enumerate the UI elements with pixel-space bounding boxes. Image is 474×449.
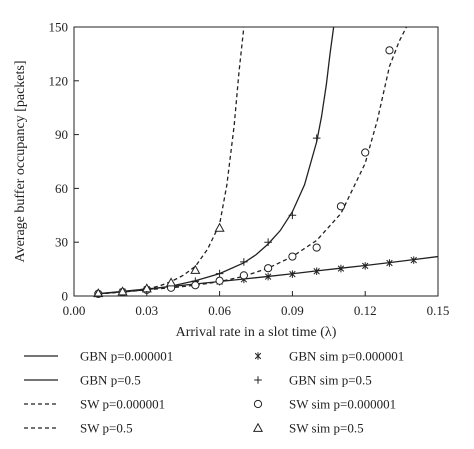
- legend: GBN p=0.000001 GBN p=0.5 SW p=0.000001 SW p…: [24, 349, 404, 436]
- analytic-curves: [98, 27, 438, 295]
- data-point-sw-sim-p-0-000001: [361, 148, 370, 157]
- data-point-gbn-sim-p-0-000001: [313, 267, 320, 276]
- y-tick-label: 0: [62, 289, 69, 304]
- y-axis-ticks: 0 30 60 90 120 150: [49, 20, 79, 304]
- legend-label: GBN p=0.000001: [80, 349, 173, 364]
- x-tick-label: 0.00: [63, 303, 86, 318]
- data-point-gbn-sim-p-0-5: [288, 211, 297, 220]
- series-line-sw-p-0-000001: [98, 27, 408, 295]
- plot-frame: [73, 26, 439, 297]
- data-point-sw-sim-p-0-000001: [336, 202, 346, 211]
- legend-label: SW p=0.5: [80, 421, 133, 436]
- data-point-gbn-sim-p-0-000001: [410, 256, 417, 264]
- data-point-sw-sim-p-0-000001: [215, 276, 224, 285]
- y-axis-title: Average buffer occupancy [packets]: [13, 61, 28, 263]
- legend-marker-star-icon: [254, 352, 262, 360]
- data-point-sw-sim-p-0-000001: [385, 46, 394, 55]
- legend-marker-circle-icon: [253, 399, 263, 409]
- data-point-gbn-sim-p-0-5: [264, 238, 272, 246]
- legend-marker-plus-icon: [254, 376, 262, 384]
- series-line-gbn-p-0-5: [98, 27, 335, 295]
- legend-label: GBN sim p=0.5: [289, 373, 372, 388]
- data-point-sw-sim-p-0-000001: [264, 264, 273, 273]
- data-point-gbn-sim-p-0-5: [215, 269, 224, 278]
- data-point-sw-sim-p-0-000001: [288, 252, 297, 261]
- x-axis-ticks: 0.00 0.03 0.06 0.09 0.12 0.15: [63, 291, 450, 318]
- data-point-gbn-sim-p-0-5: [240, 258, 248, 266]
- legend-label: SW sim p=0.5: [289, 421, 364, 436]
- data-point-sw-sim-p-0-000001: [312, 243, 321, 252]
- data-point-gbn-sim-p-0-000001: [337, 264, 345, 273]
- y-tick-label: 90: [55, 127, 68, 142]
- x-axis-title: Arrival rate in a slot time (λ): [176, 325, 337, 340]
- data-point-gbn-sim-p-0-000001: [264, 272, 272, 281]
- data-point-gbn-sim-p-0-5: [312, 134, 321, 142]
- legend-label: GBN sim p=0.000001: [289, 349, 404, 364]
- x-tick-label: 0.12: [354, 303, 377, 318]
- data-point-sw-sim-p-0-5: [190, 264, 201, 274]
- x-tick-label: 0.06: [208, 303, 231, 318]
- data-point-gbn-sim-p-0-000001: [289, 270, 296, 278]
- x-tick-label: 0.03: [135, 303, 158, 318]
- data-point-gbn-sim-p-0-000001: [386, 259, 393, 267]
- data-point-sw-sim-p-0-5: [166, 277, 177, 287]
- data-point-sw-sim-p-0-000001: [239, 271, 248, 280]
- y-tick-label: 30: [55, 235, 68, 250]
- legend-label: SW p=0.000001: [80, 397, 165, 412]
- legend-marker-triangle-icon: [252, 422, 264, 432]
- data-point-sw-sim-p-0-5: [117, 286, 128, 296]
- legend-label: GBN p=0.5: [80, 373, 141, 388]
- y-tick-label: 150: [49, 20, 69, 35]
- data-point-gbn-sim-p-0-000001: [361, 262, 369, 270]
- x-tick-label: 0.09: [281, 303, 304, 318]
- y-tick-label: 60: [55, 181, 68, 196]
- data-point-sw-sim-p-0-000001: [191, 281, 200, 290]
- x-tick-label: 0.15: [427, 303, 450, 318]
- simulation-markers: [93, 46, 417, 298]
- legend-label: SW sim p=0.000001: [289, 397, 396, 412]
- y-tick-label: 120: [49, 73, 69, 88]
- series-line-sw-p-0-5: [98, 27, 245, 295]
- data-point-sw-sim-p-0-5: [214, 222, 225, 232]
- data-point-sw-sim-p-0-5: [93, 288, 104, 298]
